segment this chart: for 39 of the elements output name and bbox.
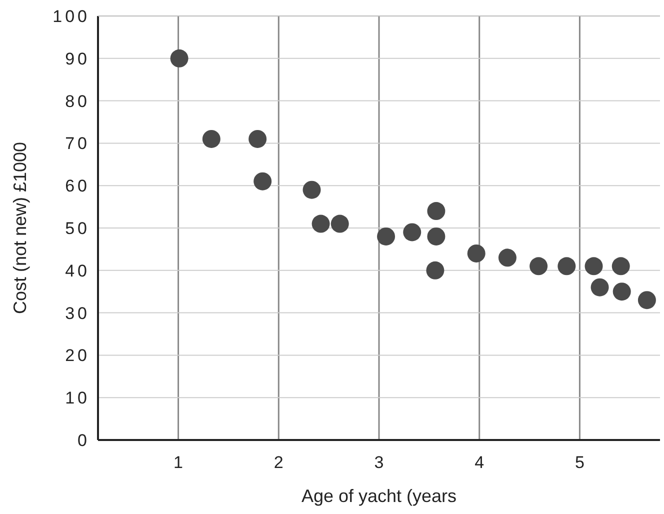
y-tick-label: 80 xyxy=(65,92,90,111)
x-axis-title: Age of yacht (years xyxy=(301,486,457,506)
point xyxy=(202,130,220,148)
x-tick-label: 5 xyxy=(574,453,584,472)
point xyxy=(467,244,486,262)
y-tick-label: 50 xyxy=(65,218,90,238)
point xyxy=(302,180,321,199)
x-tick-label: 1 xyxy=(174,453,184,472)
point xyxy=(558,257,576,276)
y-tick-label: 10 xyxy=(65,388,90,408)
point xyxy=(427,227,446,246)
y-tick-label: 60 xyxy=(65,176,90,196)
point xyxy=(612,257,630,276)
y-tick-label: 30 xyxy=(65,304,90,323)
point xyxy=(248,130,267,148)
point xyxy=(498,248,516,267)
point xyxy=(330,214,349,233)
point xyxy=(638,291,656,310)
point xyxy=(530,257,548,276)
x-tick-label: 2 xyxy=(274,453,284,472)
point xyxy=(612,282,631,301)
point xyxy=(590,278,609,296)
point xyxy=(403,223,422,242)
y-tick-label: 0 xyxy=(78,430,90,450)
point xyxy=(584,257,603,276)
x-tick-label: 4 xyxy=(474,453,484,472)
y-tick-label: 40 xyxy=(65,261,90,280)
point xyxy=(170,49,188,68)
y-tick-label: 20 xyxy=(65,346,90,366)
point xyxy=(427,202,446,220)
x-tick-label: 3 xyxy=(374,453,384,472)
point xyxy=(377,227,396,246)
point xyxy=(426,261,444,280)
y-tick-label: 70 xyxy=(65,134,90,154)
point xyxy=(312,214,330,233)
y-tick-label: 100 xyxy=(52,6,90,26)
point xyxy=(254,172,272,190)
y-tick-label: 90 xyxy=(65,49,90,68)
y-axis-title: Cost (not new) £1000 xyxy=(10,142,30,314)
